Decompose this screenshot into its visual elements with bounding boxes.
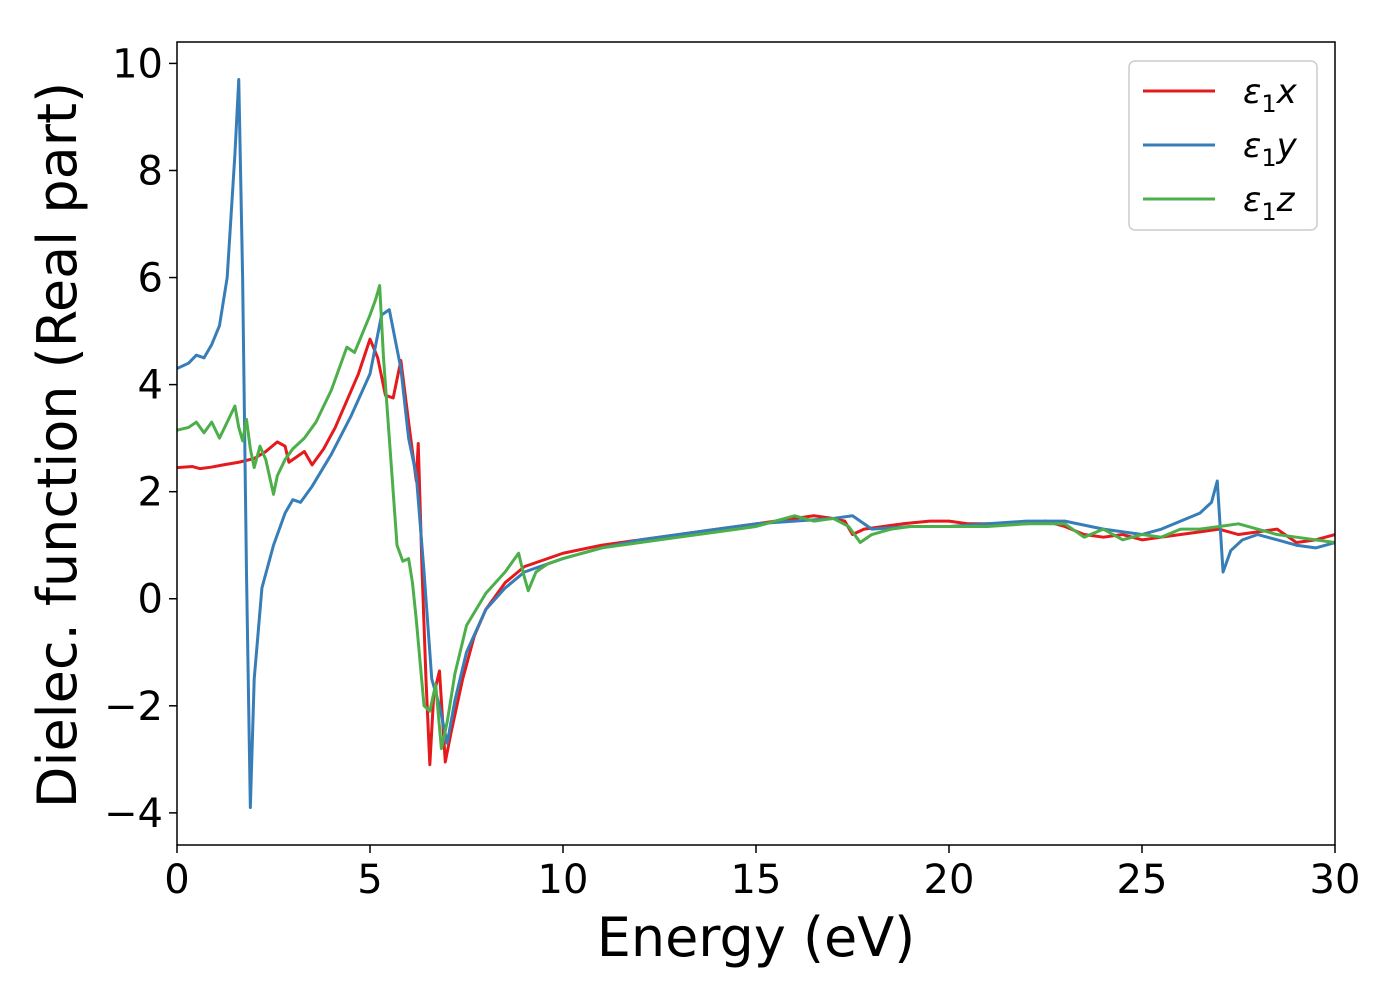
legend-label-z: ε1z bbox=[1243, 180, 1296, 226]
x-tick-label: 5 bbox=[357, 857, 382, 903]
y-tick-label: −4 bbox=[104, 791, 163, 837]
y-axis-ticks: −4 −2 0 2 4 6 8 10 bbox=[104, 41, 177, 837]
x-axis-ticks: 0 5 10 15 20 25 30 bbox=[164, 845, 1360, 903]
y-axis-label: Dielec. function (Real part) bbox=[26, 82, 89, 808]
legend-label-x: ε1x bbox=[1243, 72, 1298, 118]
y-tick-label: 8 bbox=[138, 148, 163, 194]
y-tick-label: 0 bbox=[138, 577, 163, 623]
series-line-y bbox=[177, 77, 1335, 810]
x-tick-label: 20 bbox=[924, 857, 975, 903]
y-tick-label: 10 bbox=[112, 41, 163, 87]
y-tick-label: 6 bbox=[138, 256, 163, 302]
series-line-x bbox=[177, 337, 1335, 767]
y-tick-label: 4 bbox=[138, 363, 163, 409]
x-tick-label: 10 bbox=[538, 857, 589, 903]
legend: ε1x ε1y ε1z bbox=[1128, 60, 1318, 231]
x-tick-label: 0 bbox=[164, 857, 189, 903]
y-tick-label: 2 bbox=[138, 470, 163, 516]
x-tick-label: 30 bbox=[1310, 857, 1361, 903]
x-tick-label: 25 bbox=[1117, 857, 1168, 903]
series-line-z bbox=[177, 284, 1335, 751]
legend-box bbox=[1128, 60, 1318, 231]
series-layer bbox=[177, 77, 1335, 810]
x-tick-label: 15 bbox=[731, 857, 782, 903]
x-axis-label: Energy (eV) bbox=[597, 906, 916, 969]
y-tick-label: −2 bbox=[104, 684, 163, 730]
legend-label-y: ε1y bbox=[1243, 126, 1298, 172]
